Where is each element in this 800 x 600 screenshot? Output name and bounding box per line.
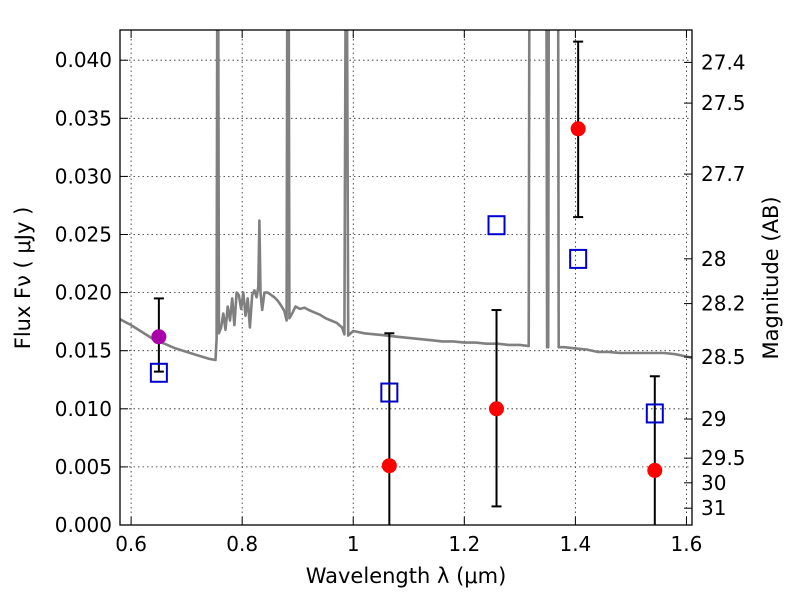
plot-area bbox=[120, 30, 692, 525]
x-tick-label: 1.2 bbox=[448, 532, 480, 556]
right-tick-label: 31 bbox=[701, 496, 726, 520]
tick-labels: 0.6 0.8 1 1.2 1.4 1.6 0.000 0.005 0.010 0.015 0.02… bbox=[55, 48, 746, 556]
data-markers bbox=[149, 121, 664, 478]
x-tick-label: 0.6 bbox=[115, 532, 147, 556]
y-tick-label: 0.030 bbox=[55, 164, 112, 188]
x-tick-label: 1.6 bbox=[671, 532, 703, 556]
model-photometry-square bbox=[569, 248, 588, 269]
plot-frame bbox=[119, 29, 693, 526]
y-tick-label: 0.040 bbox=[55, 48, 112, 72]
x-tick-label: 0.8 bbox=[226, 532, 258, 556]
observed-point bbox=[489, 401, 505, 417]
observed-extra-point bbox=[151, 329, 167, 345]
y-tick-label: 0.015 bbox=[55, 339, 112, 363]
axis-ticks bbox=[120, 30, 692, 526]
right-tick-label: 27.5 bbox=[701, 91, 746, 115]
model-photometry-square bbox=[487, 215, 506, 236]
right-tick-label: 27.7 bbox=[701, 162, 746, 186]
y-tick-label: 0.020 bbox=[55, 281, 112, 305]
y-tick-label: 0.025 bbox=[55, 223, 112, 247]
x-tick-label: 1 bbox=[347, 532, 360, 556]
right-tick-label: 29.5 bbox=[701, 446, 746, 470]
x-tick-label: 1.4 bbox=[559, 532, 591, 556]
right-tick-label: 28 bbox=[701, 247, 726, 271]
observed-point bbox=[381, 458, 397, 474]
right-tick-label: 29 bbox=[701, 407, 726, 431]
gridlines bbox=[120, 30, 692, 526]
observed-point bbox=[570, 121, 586, 137]
right-tick-label: 27.4 bbox=[701, 50, 746, 74]
y-tick-label: 0.035 bbox=[55, 106, 112, 130]
y-tick-label: 0.010 bbox=[55, 397, 112, 421]
x-axis-label: Wavelength λ (μm) bbox=[306, 564, 507, 588]
right-tick-label: 28.2 bbox=[701, 292, 746, 316]
observed-point bbox=[647, 462, 663, 478]
right-tick-label: 28.5 bbox=[701, 345, 746, 369]
model-photometry-square bbox=[645, 403, 664, 424]
right-tick-label: 30 bbox=[701, 471, 726, 495]
y-tick-label: 0.005 bbox=[55, 455, 112, 479]
model-photometry-square bbox=[149, 362, 168, 383]
y-axis-label: Flux Fν ( μJy ) bbox=[11, 207, 35, 350]
model-photometry-square bbox=[380, 382, 399, 403]
y-axis-right-label: Magnitude (AB) bbox=[759, 196, 783, 359]
y-tick-label: 0.000 bbox=[55, 513, 112, 537]
model-spectrum-line bbox=[120, 30, 692, 362]
